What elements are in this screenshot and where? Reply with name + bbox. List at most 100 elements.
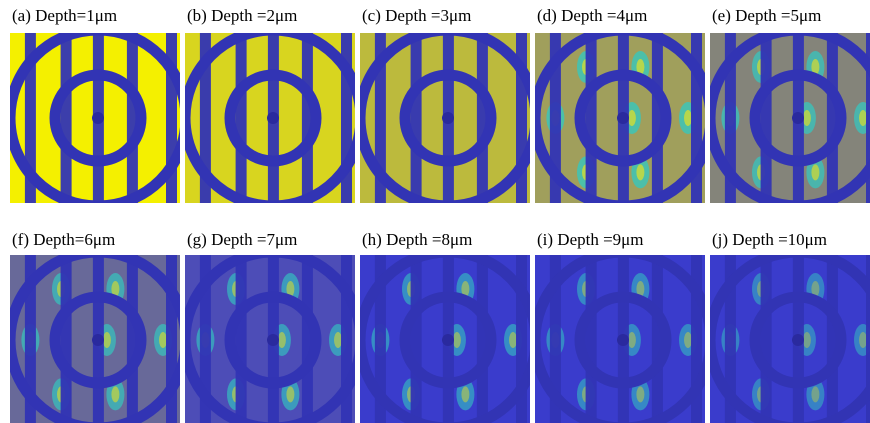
heatmap-spot-core <box>811 59 820 75</box>
heatmap-spot-core <box>286 281 295 297</box>
heatmap-spot-core <box>811 281 820 297</box>
heatmap-spot-core <box>159 332 167 348</box>
center-dot <box>92 334 104 346</box>
heatmap-spot-core <box>636 281 645 297</box>
stripe <box>651 33 663 203</box>
heatmap-panel <box>535 255 705 423</box>
stripe <box>60 33 72 203</box>
heatmap-spot-core <box>684 332 692 348</box>
stripe <box>166 33 177 203</box>
heatmap-spot-core <box>859 110 867 126</box>
ring <box>49 69 147 167</box>
stripe <box>126 33 138 203</box>
stripe <box>549 33 561 203</box>
heatmap-spot-core <box>334 332 342 348</box>
panel-label: (c) Depth =3μm <box>362 6 471 25</box>
panel-label: (b) Depth =2μm <box>187 6 297 25</box>
panel-label: (g) Depth =7μm <box>187 230 297 249</box>
stripe <box>60 255 72 423</box>
panel-label: (a) Depth=1μm <box>12 6 117 25</box>
panel-label: (f) Depth=6μm <box>12 230 115 249</box>
heatmap-spot-core <box>859 332 867 348</box>
stripe <box>866 33 870 203</box>
heatmap-spot-core <box>452 332 461 348</box>
stripe <box>724 33 736 203</box>
heatmap-spot-core <box>684 110 692 126</box>
heatmap-spot-core <box>111 386 120 403</box>
stripe <box>476 255 488 423</box>
stripe <box>341 255 352 423</box>
heatmap-spot-core <box>277 332 286 348</box>
center-dot <box>617 334 629 346</box>
stripe <box>760 33 772 203</box>
heatmap-panel <box>10 33 180 203</box>
ring <box>749 69 847 167</box>
heatmap-panel <box>710 255 870 423</box>
heatmap-panel <box>185 33 355 203</box>
stripe <box>691 255 702 423</box>
stripe <box>866 255 870 423</box>
heatmap-panel <box>710 33 870 203</box>
ring <box>574 291 672 389</box>
stripe <box>24 33 36 203</box>
panel-label: (d) Depth =4μm <box>537 6 647 25</box>
stripe <box>24 255 36 423</box>
center-dot <box>442 334 454 346</box>
heatmap-spot-core <box>811 164 820 181</box>
ring <box>224 69 322 167</box>
heatmap-spot-core <box>636 386 645 403</box>
stripe <box>374 33 386 203</box>
stripe <box>585 255 597 423</box>
stripe <box>410 33 422 203</box>
heatmap-spot-core <box>636 164 645 181</box>
stripe <box>516 33 527 203</box>
panel-label: (j) Depth =10μm <box>712 230 827 249</box>
heatmap-spot-core <box>102 332 111 348</box>
center-dot <box>442 112 454 124</box>
stripe <box>826 255 838 423</box>
heatmap-spot-core <box>461 386 470 403</box>
center-dot <box>792 334 804 346</box>
center-dot <box>792 112 804 124</box>
stripe <box>549 255 561 423</box>
stripe <box>301 33 313 203</box>
stripe <box>301 255 313 423</box>
stripe <box>691 33 702 203</box>
ring <box>399 69 497 167</box>
heatmap-spot-core <box>627 110 636 126</box>
heatmap-panel <box>185 255 355 423</box>
heatmap-panel <box>10 255 180 423</box>
stripe <box>374 255 386 423</box>
panel-label: (h) Depth =8μm <box>362 230 472 249</box>
ring <box>224 291 322 389</box>
panel-label: (i) Depth =9μm <box>537 230 644 249</box>
heatmap-spot-core <box>802 332 811 348</box>
stripe <box>760 255 772 423</box>
stripe <box>724 255 736 423</box>
stripe <box>341 33 352 203</box>
stripe <box>235 33 247 203</box>
center-dot <box>267 112 279 124</box>
heatmap-spot-core <box>509 332 517 348</box>
heatmap-spot-core <box>636 59 645 75</box>
stripe <box>476 33 488 203</box>
stripe <box>826 33 838 203</box>
ring <box>399 291 497 389</box>
stripe <box>410 255 422 423</box>
heatmap-spot-core <box>286 386 295 403</box>
stripe <box>516 255 527 423</box>
heatmap-panel <box>535 33 705 203</box>
center-dot <box>92 112 104 124</box>
panel-label: (e) Depth =5μm <box>712 6 821 25</box>
heatmap-panel <box>360 33 530 203</box>
stripe <box>126 255 138 423</box>
stripe <box>166 255 177 423</box>
heatmap-spot-core <box>802 110 811 126</box>
heatmap-spot-core <box>627 332 636 348</box>
heatmap-panel <box>360 255 530 423</box>
stripe <box>651 255 663 423</box>
ring <box>749 291 847 389</box>
stripe <box>199 255 211 423</box>
heatmap-spot-core <box>461 281 470 297</box>
